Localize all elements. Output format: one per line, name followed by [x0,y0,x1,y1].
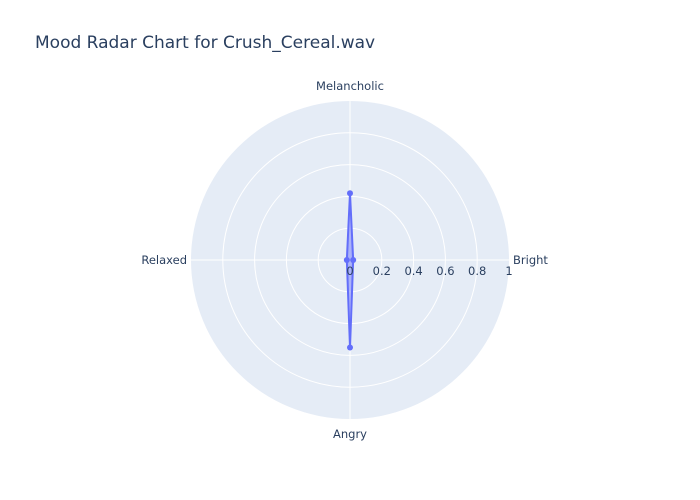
radial-tick-label: 0.4 [404,264,422,278]
series-layer [343,190,357,351]
data-point-bright[interactable] [350,257,357,263]
axis-label-bright: Bright [513,253,548,267]
radial-tick-label: 0.8 [468,264,486,278]
data-point-melancholic[interactable] [347,190,353,197]
radial-tick-label: 1 [505,264,512,278]
radial-tick-labels: 0 0.2 0.4 0.6 0.8 1 [346,264,512,278]
angular-axis-labels: Melancholic Bright Angry Relaxed [141,79,548,441]
axis-label-relaxed: Relaxed [141,253,187,267]
radial-tick-label: 0.6 [436,264,454,278]
radial-tick-label: 0.2 [373,264,391,278]
data-point-angry[interactable] [347,344,353,351]
radial-tick-label: 0 [346,264,353,278]
axis-label-angry: Angry [333,427,367,441]
axis-label-melancholic: Melancholic [316,79,384,93]
data-point-relaxed[interactable] [343,257,350,263]
chart-title: Mood Radar Chart for Crush_Cereal.wav [35,33,376,53]
